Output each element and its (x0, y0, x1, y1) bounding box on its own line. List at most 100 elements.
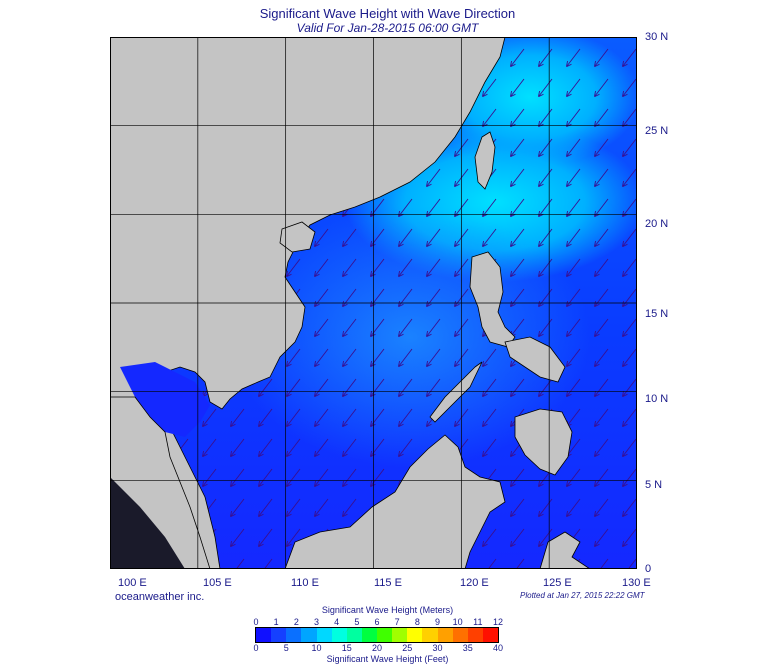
meters-tick-label: 0 (253, 617, 259, 627)
meters-tick-label: 7 (394, 617, 400, 627)
wave-direction-arrow (483, 438, 497, 456)
wave-direction-arrow (623, 318, 637, 336)
wave-direction-arrow (511, 318, 525, 336)
feet-tick-label: 5 (283, 643, 289, 653)
feet-tick-label: 15 (341, 643, 352, 653)
wave-direction-arrow (343, 378, 357, 396)
wave-direction-arrow (287, 498, 301, 516)
wave-direction-arrow (627, 558, 637, 569)
land-borneo (284, 434, 506, 569)
wave-direction-arrow (315, 438, 329, 456)
wave-direction-arrow (567, 78, 581, 96)
wave-direction-arrow (343, 468, 357, 486)
wave-direction-arrow (567, 378, 581, 396)
feet-tick-label: 30 (432, 643, 443, 653)
wave-direction-arrow (539, 108, 553, 126)
wave-height-map (110, 37, 637, 569)
lon-label-130e: 130 E (622, 577, 651, 589)
colorbar-cell (361, 628, 377, 642)
lon-label-125e: 125 E (543, 577, 572, 589)
wave-direction-arrow (343, 228, 357, 246)
colorbar-cell (467, 628, 483, 642)
wave-direction-arrow (427, 198, 441, 216)
wave-direction-arrow (259, 528, 273, 546)
wave-direction-arrow (567, 498, 581, 516)
wave-direction-arrow (483, 528, 497, 546)
wave-direction-arrow (623, 378, 637, 396)
wave-direction-arrow (595, 228, 609, 246)
gulf-of-thailand (120, 362, 210, 437)
wave-direction-arrow (483, 198, 497, 216)
land-visayas (504, 336, 566, 383)
colorbar-cell (346, 628, 362, 642)
meters-tick-label: 5 (354, 617, 360, 627)
wave-direction-arrow (623, 498, 637, 516)
wave-direction-arrow (343, 258, 357, 276)
land-hainan (279, 221, 316, 253)
wave-direction-arrow (567, 438, 581, 456)
wave-direction-arrow (539, 48, 553, 66)
wave-direction-arrow (287, 258, 301, 276)
meters-tick-label: 2 (293, 617, 299, 627)
wave-direction-arrow (539, 318, 553, 336)
wave-direction-arrow (599, 558, 609, 569)
wave-direction-arrow (595, 378, 609, 396)
wave-direction-arrow (427, 168, 441, 186)
wave-direction-arrow (287, 438, 301, 456)
wave-direction-arrow (343, 318, 357, 336)
wave-direction-arrow (511, 528, 525, 546)
plotted-timestamp: Plotted at Jan 27, 2015 22:22 GMT (520, 591, 645, 600)
wave-direction-arrow (399, 228, 413, 246)
wave-direction-arrow (483, 348, 497, 366)
wave-direction-arrow (399, 198, 413, 216)
colorbar-cell (331, 628, 347, 642)
wave-direction-arrow (511, 168, 525, 186)
wave-direction-arrow (623, 258, 637, 276)
feet-tick-label: 0 (253, 643, 259, 653)
wave-direction-arrow (567, 108, 581, 126)
wave-direction-arrow (567, 138, 581, 156)
wave-direction-arrow (343, 408, 357, 426)
lat-label-5n: 5 N (645, 479, 663, 491)
colorbar-cell (452, 628, 468, 642)
wave-direction-arrow (567, 168, 581, 186)
wave-direction-arrow (595, 258, 609, 276)
wave-direction-arrow (539, 78, 553, 96)
colorbar-cell (422, 628, 438, 642)
wave-direction-arrow (231, 498, 245, 516)
wave-direction-arrow (623, 78, 637, 96)
wave-direction-arrow (399, 408, 413, 426)
wave-direction-arrow (315, 408, 329, 426)
wave-direction-arrow (595, 528, 609, 546)
wave-direction-arrow (427, 378, 441, 396)
wave-direction-arrow (231, 438, 245, 456)
meters-scale-title: Significant Wave Height (Meters) (321, 605, 454, 615)
wave-direction-arrow (539, 378, 553, 396)
wave-direction-arrow (511, 258, 525, 276)
wave-direction-arrow (595, 78, 609, 96)
wave-direction-arrow (487, 558, 497, 569)
wave-direction-arrow (515, 558, 525, 569)
wave-direction-arrow (595, 318, 609, 336)
wave-direction-arrow (343, 438, 357, 456)
colorbar-cell (286, 628, 302, 642)
lat-label-25n: 25 N (645, 125, 669, 137)
wave-direction-arrow (595, 168, 609, 186)
wave-direction-arrow (483, 108, 497, 126)
wave-direction-arrow (539, 198, 553, 216)
colorbar-cell (301, 628, 317, 642)
wave-direction-arrow (399, 258, 413, 276)
wave-direction-arrow (315, 498, 329, 516)
wave-direction-arrow (567, 468, 581, 486)
wave-direction-arrow (287, 528, 301, 546)
wave-direction-arrow (343, 498, 357, 516)
colorbar-cell (392, 628, 408, 642)
colorbar-cell (377, 628, 393, 642)
wave-direction-arrow (595, 198, 609, 216)
feet-tick-label: 35 (462, 643, 473, 653)
lon-label-115e: 115 E (374, 577, 402, 589)
wave-direction-arrow (623, 528, 637, 546)
wave-direction-arrow (315, 348, 329, 366)
colorbar-cell (256, 628, 272, 642)
wave-direction-arrow (231, 408, 245, 426)
